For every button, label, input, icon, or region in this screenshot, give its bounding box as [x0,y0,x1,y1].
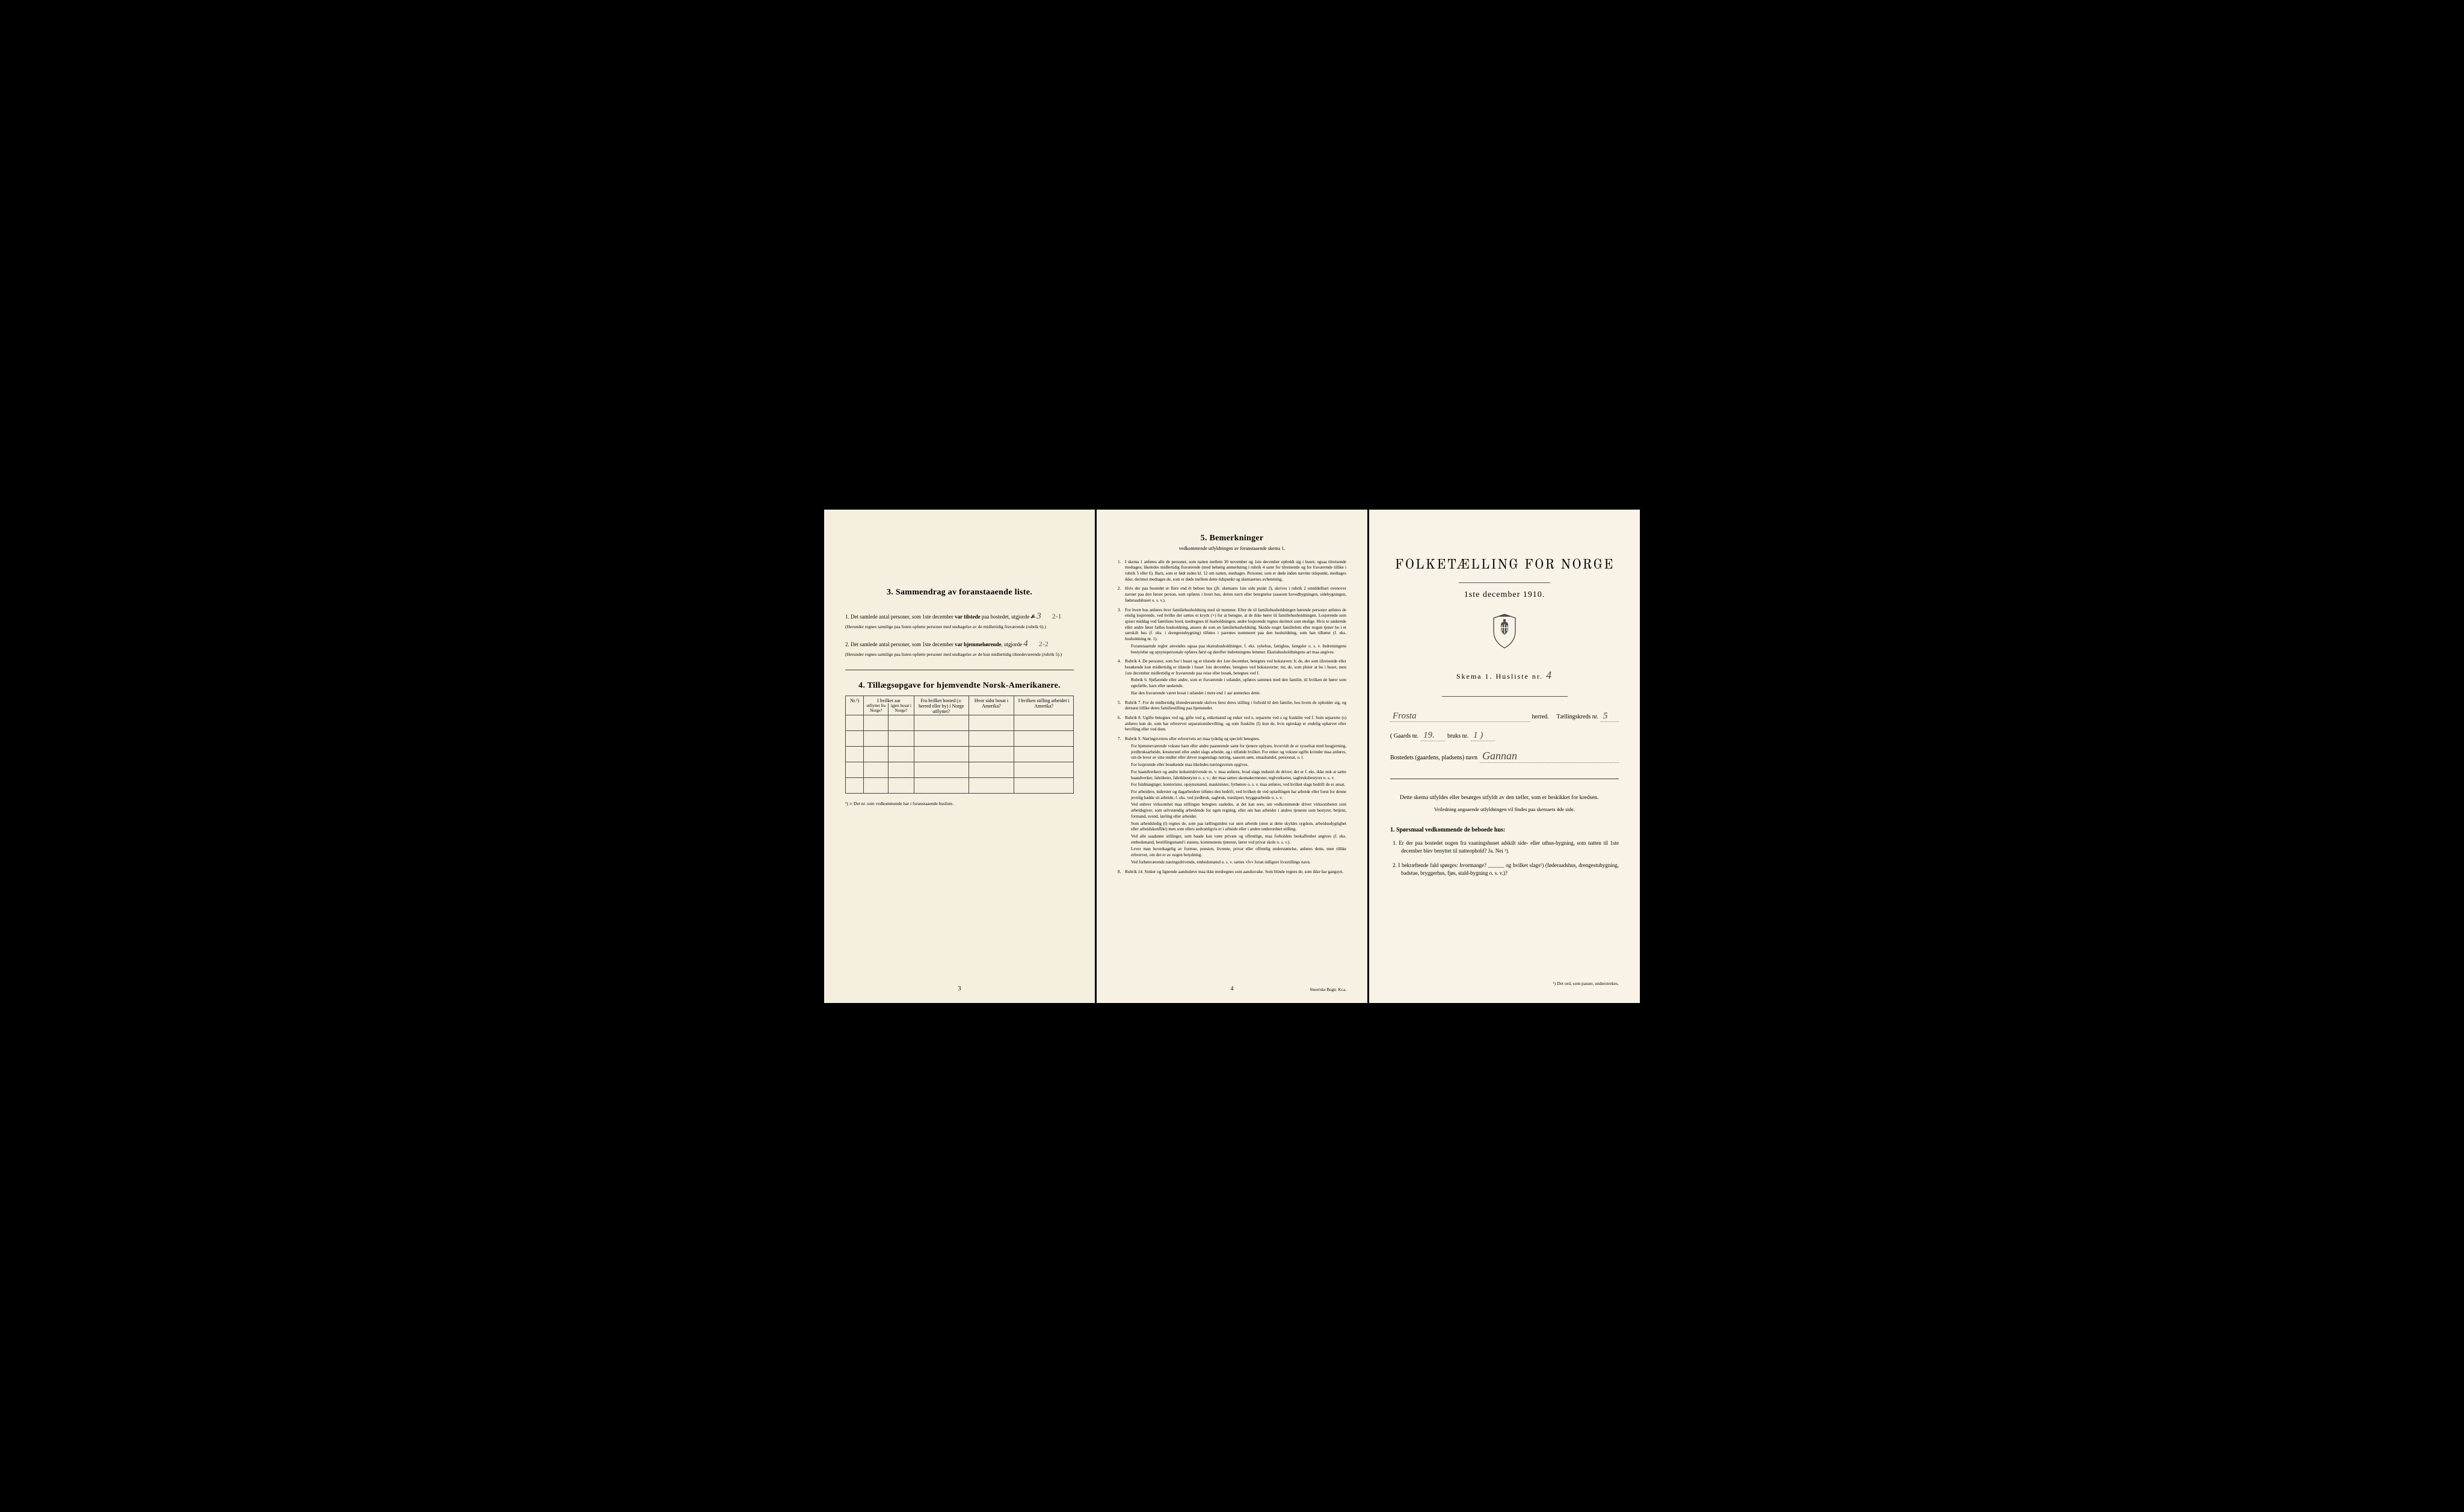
s3i1-fill1: 3 [1036,611,1041,621]
rk8: Rubrik 14. Sinker og lignende aandssløve… [1125,869,1346,875]
section-4-title: 4. Tillægsopgave for hjemvendte Norsk-Am… [845,681,1074,691]
bosted-label: Bostedets (gaardens, pladsens) navn [1390,754,1477,761]
rk3b: Foranstaaende regler anvendes ogsaa paa … [1125,644,1346,655]
herred-label: herred. [1532,714,1549,720]
rk4: Rubrik 4. De personer, som bor i huset o… [1125,659,1346,696]
section-5-title: 5. Bemerkninger [1118,534,1346,543]
page-4: 5. Bemerkninger vedkommende utfyldningen… [1097,510,1367,1003]
page-num-3: 3 [958,986,961,992]
imprint: Steen'ske Bogtr. Kr.a. [1310,987,1346,992]
rk7e: For fuldmægtiger, kontorister, opsynsmæn… [1125,782,1346,788]
rk7g: Ved enhver virksomhet maa stillingen bet… [1125,802,1346,819]
table-row [846,746,1074,762]
rk7j: Lever man hovedsagelig av formue, pensio… [1125,847,1346,858]
s3i2-bold: var hjemmehørende [955,641,1001,647]
rk7h: Som arbeidsledig (l) regnes de, som paa … [1125,821,1346,833]
sec3-item2: 2. Det samlede antal personer, som 1ste … [845,637,1074,659]
sec3-item1: 1. Det samlede antal personer, som 1ste … [845,609,1074,631]
rk4c: Har den fraværende været bosat i utlande… [1125,691,1346,697]
rk7: Rubrik 9. Næringsveiens eller erhvervets… [1125,736,1346,865]
rk7b: For hjemmeværende voksne barn eller andr… [1125,744,1346,761]
q1: 1. Er der paa bostedet nogen fra vaaning… [1390,839,1619,856]
bruks-label: bruks nr. [1447,733,1468,739]
instr2: Veiledning angaaende utfyldningen vil fi… [1390,806,1619,813]
page-num-4: 4 [1231,986,1234,992]
bosted-fill: Gannan [1482,750,1517,762]
rk1: I skema 1 anføres alle de personer, som … [1125,560,1346,583]
page-1-title: FOLKETÆLLING FOR NORGE 1ste december 191… [1369,510,1640,1003]
skema-fill: 4 [1546,669,1553,681]
s3i1-struck: ✗ [1030,614,1035,620]
rk4b: Rubrik 6. Sjøfarende eller andre, som er… [1125,677,1346,689]
s3i1-post: paa bostedet, utgjorde [981,614,1031,620]
gaards-label: ( Gaards nr. [1390,733,1418,739]
th-nr: Nr.¹) [846,696,864,715]
th-stilling: I hvilken stilling arbeidet i Amerika? [1014,696,1074,715]
th-utfl: utflyttet fra Norge? [864,703,889,715]
section-3-title: 3. Sammendrag av foranstaaende liste. [845,588,1074,597]
remarks-list: 1.I skema 1 anføres alle de personer, so… [1118,560,1346,875]
section-5-subtitle: vedkommende utfyldningen av foranstaaend… [1118,546,1346,551]
census-date: 1ste december 1910. [1390,590,1619,600]
coat-of-arms-icon [1390,613,1619,652]
instructions: Dette skema utfyldes eller besørges utfy… [1390,794,1619,813]
title-rule [1459,582,1550,583]
s3i2-post: , utgjorde [1001,641,1023,647]
gaards-line: ( Gaards nr. 19. bruks nr. 1 ) [1390,730,1619,741]
s3i2-note: (Herunder regnes samtlige paa listen opf… [845,652,1062,657]
table-row [846,777,1074,793]
rk7k: Ved forhenværende næringsdrivende, embed… [1125,860,1346,866]
rk7i: Ved alle saadanne stillinger, som baade … [1125,834,1346,845]
s3i2-pre: 2. Det samlede antal personer, som 1ste … [845,641,955,647]
s3i2-fill2: 2-2 [1039,640,1049,648]
instr1: Dette skema utfyldes eller besørges utfy… [1390,794,1599,802]
table-row [846,715,1074,730]
rk7d: For haandverkere og andre industridriven… [1125,770,1346,781]
bosted-line: Bostedets (gaardens, pladsens) navn Gann… [1390,750,1619,763]
table-row [846,730,1074,746]
s3i1-note: (Herunder regnes samtlige paa listen opf… [845,624,1046,629]
s3i1-pre: 1. Det samlede antal personer, som 1ste … [845,614,955,620]
q2-text: 2. I bekræftende fald spørges: hvormange… [1393,862,1619,877]
s3i2-fill1: 4 [1023,639,1028,649]
rk7a: Rubrik 9. Næringsveiens eller erhvervets… [1125,736,1260,741]
skema-rule [1442,696,1568,697]
q2: 2. I bekræftende fald spørges: hvormange… [1390,862,1619,878]
skema-line: Skema 1. Husliste nr. 4 [1390,669,1619,682]
s3i1-fill2: 2-1 [1052,612,1062,620]
rk7f: For arbeidere, inderster og dagarbeidere… [1125,789,1346,801]
herred-line: Frosta herred. Tællingskreds nr. 5 [1390,711,1619,722]
skema-label: Skema 1. Husliste nr. [1456,672,1543,680]
gaards-fill: 19. [1423,730,1435,740]
th-fra: Fra hvilket bosted (ɔ: herred eller by) … [914,696,969,715]
census-title: FOLKETÆLLING FOR NORGE [1390,558,1619,574]
th-hvor: Hvor sidst bosat i Amerika? [969,696,1014,715]
amerikaner-table: Nr.¹) I hvilket aar Fra hvilket bosted (… [845,696,1074,794]
kreds-label: Tællingskreds nr. [1557,714,1598,720]
rk3a: For hvert hus anføres hver familiehushol… [1125,608,1346,642]
right-footnote: ¹) Det ord, som passer, understrekes. [1553,981,1619,986]
bruks-fill: 1 ) [1473,730,1483,740]
th-years: I hvilket aar [864,696,914,703]
table-row [846,762,1074,777]
three-page-spread: 3. Sammendrag av foranstaaende liste. 1.… [824,510,1640,1003]
page-3: 3. Sammendrag av foranstaaende liste. 1.… [824,510,1095,1003]
rk3: For hvert hus anføres hver familiehushol… [1125,608,1346,656]
s3i1-bold: var tilstede [955,614,981,620]
herred-fill: Frosta [1393,711,1416,721]
th-igjen: igjen bosat i Norge? [889,703,914,715]
rk5: Rubrik 7. For de midlertidig tilstedevær… [1125,700,1346,712]
q-heading: 1. Spørsmaal vedkommende de beboede hus: [1390,827,1619,833]
sec4-footnote: ¹) ɔ: Det nr. som vedkommende har i fora… [845,801,1074,806]
rk4a: Rubrik 4. De personer, som bor i huset o… [1125,659,1346,675]
kreds-fill: 5 [1603,711,1608,721]
rk2: Hvis der paa bostedet er flere end ét be… [1125,586,1346,603]
q1-text: 1. Er der paa bostedet nogen fra vaaning… [1393,840,1619,854]
rk6: Rubrik 8. Ugifte betegnes ved ug, gifte … [1125,715,1346,733]
rk7c: For losjerende eller besøkende maa likel… [1125,762,1346,768]
